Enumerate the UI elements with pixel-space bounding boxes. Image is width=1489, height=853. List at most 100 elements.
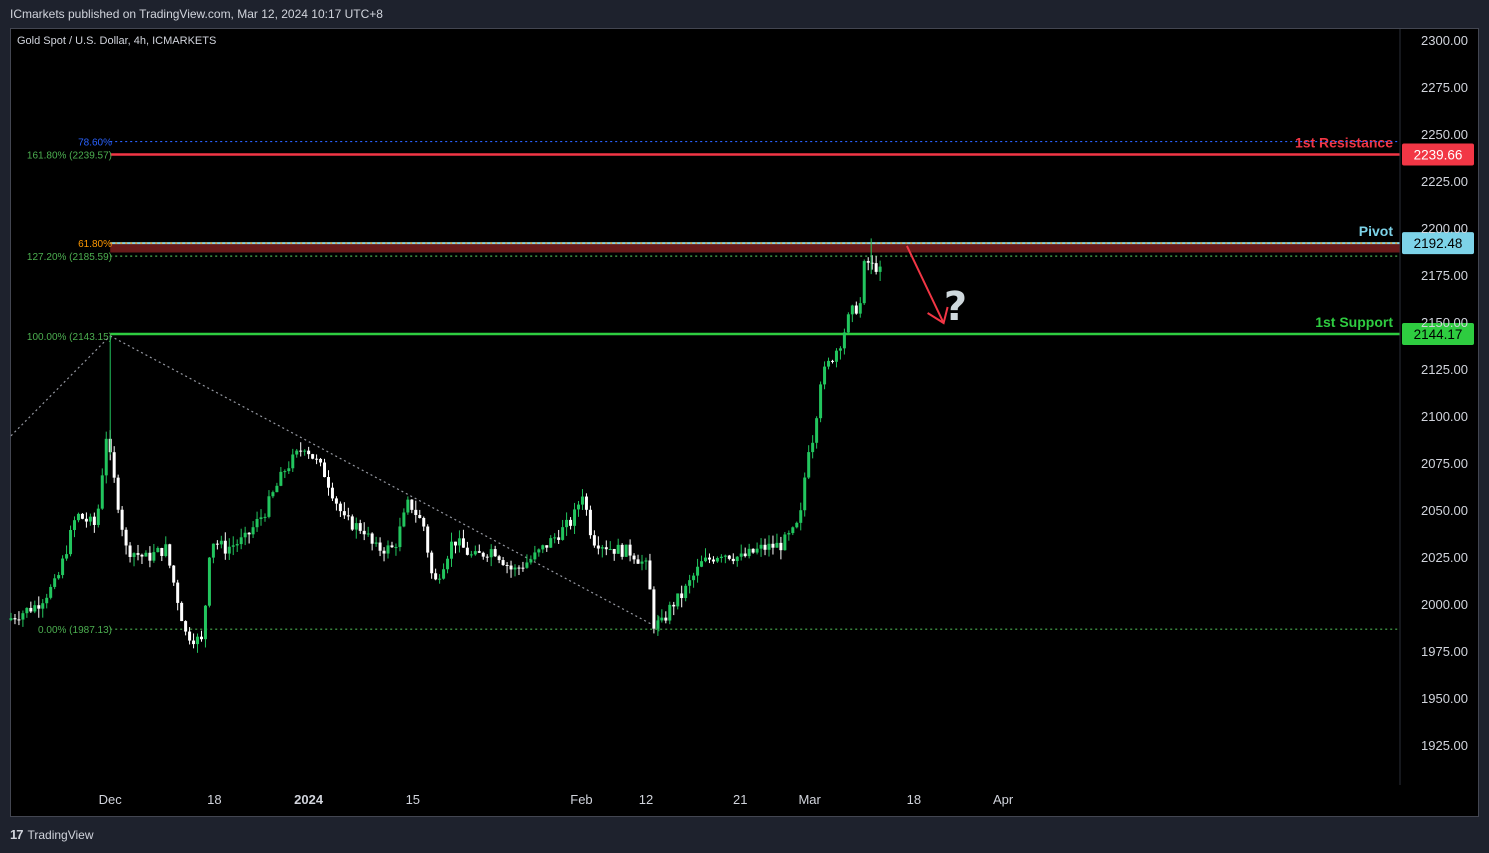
candle-body [398, 526, 402, 548]
candle-body [402, 512, 406, 527]
candle-body [775, 542, 779, 548]
candle-body [116, 477, 120, 510]
candle-body [350, 516, 354, 530]
candle-body [9, 618, 13, 621]
candle-body [76, 513, 80, 521]
candle-body [29, 607, 33, 612]
candle-body [807, 452, 811, 478]
fib-label: 78.60% [78, 138, 112, 149]
y-tick-label: 2225.00 [1421, 174, 1468, 189]
y-tick-label: 2000.00 [1421, 597, 1468, 612]
x-tick-label: 15 [406, 792, 420, 807]
candle-body [632, 555, 636, 560]
candle-body [394, 547, 398, 549]
trendline [10, 335, 111, 437]
candle-body [100, 475, 104, 509]
x-tick-label: 2024 [294, 792, 324, 807]
candle-body [307, 450, 311, 455]
candle-body [870, 262, 874, 264]
tradingview-brand[interactable]: TradingView [27, 828, 94, 842]
candle-body [259, 517, 263, 519]
candle-body [684, 585, 688, 599]
candle-body [418, 515, 422, 519]
candle-body [628, 544, 632, 556]
candle-body [92, 516, 96, 525]
chart-frame[interactable] [10, 28, 1479, 817]
candle-body [700, 561, 704, 567]
candle-body [759, 544, 763, 549]
x-tick-label: 18 [207, 792, 221, 807]
candle-body [49, 586, 53, 598]
candle-body [664, 617, 668, 621]
candle-body [21, 613, 25, 620]
candle-body [577, 504, 581, 510]
candle-body [410, 499, 414, 510]
candle-body [505, 564, 509, 566]
candle-body [370, 533, 374, 544]
candle-body [176, 582, 180, 603]
candle-body [323, 462, 327, 478]
level-price-tag [1402, 143, 1474, 166]
candle-body [858, 303, 862, 314]
candle-body [680, 593, 684, 599]
candle-body [442, 569, 446, 579]
candle-body [184, 621, 188, 632]
candle-body [37, 605, 41, 609]
candle-body [521, 567, 525, 569]
candle-body [422, 518, 426, 527]
candle-body [227, 546, 231, 554]
pivot-zone [110, 243, 1401, 253]
candle-body [489, 549, 493, 558]
x-tick-label: 18 [907, 792, 921, 807]
candle-body [787, 533, 791, 535]
candle-body [481, 552, 485, 557]
candle-body [287, 468, 291, 472]
y-tick-label: 1975.00 [1421, 644, 1468, 659]
candle-body [80, 513, 84, 519]
candle-body [573, 509, 577, 526]
y-tick-label: 2075.00 [1421, 456, 1468, 471]
y-tick-label: 1925.00 [1421, 738, 1468, 753]
candle-body [132, 553, 136, 557]
candle-body [644, 560, 648, 562]
candle-body [430, 552, 434, 574]
candle-body [180, 602, 184, 622]
candle-body [727, 555, 731, 559]
candle-body [850, 305, 854, 315]
candle-body [330, 487, 334, 499]
annotations: ? [906, 245, 967, 330]
candle-body [453, 541, 457, 546]
candle-body [660, 617, 664, 621]
candle-body [53, 578, 57, 587]
candle-body [104, 438, 108, 476]
candle-body [755, 548, 759, 553]
candle-body [834, 350, 838, 362]
symbol-title: Gold Spot / U.S. Dollar, 4h, ICMARKETS [17, 35, 217, 47]
candle-body [342, 511, 346, 516]
fib-label: 161.80% (2239.57) [27, 151, 112, 162]
candle-body [25, 607, 29, 614]
candle-body [275, 485, 279, 493]
candle-body [446, 558, 450, 570]
candle-body [592, 535, 596, 546]
candle-body [557, 537, 561, 540]
candle-body [580, 496, 584, 505]
candle-body [338, 503, 342, 512]
candle-body [719, 556, 723, 559]
candle-body [366, 533, 370, 535]
y-tick-label: 2300.00 [1421, 33, 1468, 48]
candle-body [207, 557, 211, 606]
candle-body [866, 261, 870, 263]
candle-body [291, 454, 295, 469]
candle-body [223, 540, 227, 554]
down-arrow [906, 245, 945, 324]
level-price-tag [1402, 322, 1474, 345]
candle-body [172, 565, 176, 583]
candle-body [124, 529, 128, 546]
candle-body [696, 566, 700, 576]
y-tick-label: 2050.00 [1421, 503, 1468, 518]
fib-label: 100.00% (2143.15) [27, 332, 112, 343]
candle-body [513, 567, 517, 570]
candle-body [620, 544, 624, 557]
